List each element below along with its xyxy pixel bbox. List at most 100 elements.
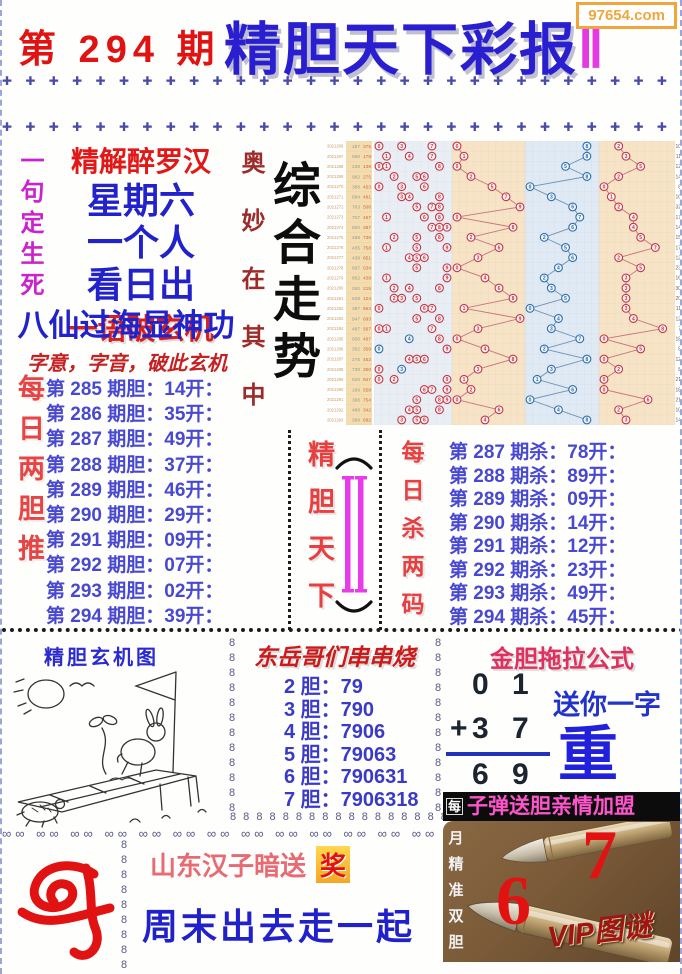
svg-text:0: 0 <box>378 164 381 170</box>
svg-text:6: 6 <box>571 255 574 261</box>
svg-text:2: 2 <box>617 408 620 414</box>
svg-text:10: 10 <box>675 144 681 150</box>
svg-text:12: 12 <box>675 357 681 363</box>
riddle-block: 精解醉罗汉 星期六 一个人 看日出 一语破玄机 <box>48 140 234 348</box>
svg-text:0: 0 <box>603 377 606 383</box>
svg-text:567: 567 <box>363 326 371 332</box>
svg-text:8: 8 <box>438 225 441 231</box>
svg-text:2: 2 <box>470 235 473 241</box>
svg-text:138: 138 <box>363 164 371 170</box>
svg-text:387: 387 <box>363 225 371 231</box>
svg-text:5: 5 <box>415 235 418 241</box>
svg-text:7: 7 <box>678 326 681 332</box>
chuan-row: 3 胆：790 <box>284 698 375 721</box>
svg-text:7: 7 <box>430 154 433 160</box>
formula-plus-sign: + <box>450 712 468 745</box>
svg-text:2021287: 2021287 <box>327 357 344 362</box>
svg-text:14: 14 <box>675 174 681 180</box>
svg-text:7: 7 <box>430 306 433 312</box>
svg-text:638: 638 <box>352 296 360 302</box>
svg-text:693: 693 <box>363 316 371 322</box>
svg-text:0: 0 <box>378 184 381 190</box>
svg-text:5: 5 <box>564 164 567 170</box>
svg-text:2021275: 2021275 <box>327 235 344 240</box>
svg-text:0: 0 <box>456 266 459 272</box>
svg-text:0: 0 <box>456 164 459 170</box>
svg-text:2021268: 2021268 <box>327 164 344 169</box>
svg-text:0: 0 <box>529 306 532 312</box>
svg-text:1: 1 <box>385 154 388 160</box>
svg-text:820: 820 <box>352 225 360 231</box>
svg-text:3: 3 <box>477 367 480 373</box>
svg-text:0: 0 <box>456 144 459 150</box>
svg-text:8: 8 <box>512 296 515 302</box>
svg-text:21: 21 <box>675 377 681 383</box>
svg-text:3: 3 <box>550 195 553 201</box>
svg-text:3: 3 <box>400 367 403 373</box>
svg-text:2021270: 2021270 <box>327 184 344 189</box>
kill-row: 第 292 期杀：23开： <box>449 559 627 581</box>
formula-digit: 9 <box>512 758 529 791</box>
svg-text:358: 358 <box>363 347 371 353</box>
dotted-divider-left <box>288 430 291 630</box>
svg-text:862: 862 <box>352 276 360 282</box>
chuan-row: 6 胆：790631 <box>284 766 408 789</box>
svg-text:6: 6 <box>423 174 426 180</box>
svg-text:8: 8 <box>438 286 441 292</box>
svg-text:2021280: 2021280 <box>327 286 344 291</box>
vip-number-bottom: 6 <box>496 863 531 940</box>
svg-text:9: 9 <box>519 205 522 211</box>
svg-text:2021272: 2021272 <box>327 205 344 210</box>
eight-row-divider: 8 8 8 8 8 8 8 8 8 8 8 8 8 8 8 8 8 8 8 8 … <box>230 811 444 823</box>
svg-text:2021284: 2021284 <box>327 326 344 331</box>
svg-text:12: 12 <box>675 164 681 170</box>
svg-text:4: 4 <box>408 357 411 363</box>
svg-text:0: 0 <box>378 144 381 150</box>
svg-text:0: 0 <box>378 377 381 383</box>
svg-text:3: 3 <box>550 326 553 332</box>
svg-text:2021271: 2021271 <box>327 194 344 199</box>
svg-text:508: 508 <box>363 205 371 211</box>
svg-text:558: 558 <box>363 387 371 393</box>
svg-text:2021273: 2021273 <box>327 215 344 220</box>
svg-text:10: 10 <box>675 195 681 201</box>
svg-text:4: 4 <box>484 276 487 282</box>
svg-text:487: 487 <box>352 326 360 332</box>
svg-text:260: 260 <box>352 286 360 292</box>
svg-text:5: 5 <box>491 184 494 190</box>
svg-text:3: 3 <box>400 195 403 201</box>
svg-text:350: 350 <box>363 367 371 373</box>
svg-text:5: 5 <box>639 347 642 353</box>
svg-text:3: 3 <box>550 286 553 292</box>
riddle-title: 精解醉罗汉 <box>70 146 211 177</box>
svg-text:6: 6 <box>423 418 426 424</box>
svg-text:8: 8 <box>512 225 515 231</box>
riddle-line-1: 星期六 <box>86 180 195 221</box>
infinity-row-divider: ∞∞ ∞∞ ∞∞ ∞∞ ∞∞ ∞∞ ∞∞ ∞∞ ∞∞ ∞∞ ∞∞ ∞∞ ∞∞ ∞… <box>2 826 446 841</box>
chuanchuan-title: 东岳哥们串串烧 <box>254 644 415 671</box>
brand-vertical: 精胆天下 <box>304 440 334 628</box>
svg-text:375: 375 <box>363 144 371 150</box>
dan-row: 第 292 期胆：07开： <box>46 555 224 577</box>
slogan-line: 八仙过海显神功 <box>17 308 235 343</box>
plus-divider-top: ✚ ✚ ✚ ✚ ✚ ✚ ✚ ✚ ✚ ✚ ✚ ✚ ✚ ✚ ✚ ✚ ✚ ✚ ✚ ✚ … <box>2 74 680 88</box>
kill-row: 第 291 期杀：12开： <box>449 536 627 557</box>
svg-text:8: 8 <box>661 326 664 332</box>
svg-text:9: 9 <box>446 397 449 403</box>
svg-text:6: 6 <box>498 286 501 292</box>
svg-text:6: 6 <box>571 225 574 231</box>
dan-row: 第 289 期胆：46开： <box>46 479 224 501</box>
svg-text:1: 1 <box>463 154 466 160</box>
svg-text:2021285: 2021285 <box>327 336 344 341</box>
svg-text:8: 8 <box>585 418 588 424</box>
svg-text:7: 7 <box>505 195 508 201</box>
dan-list-vertical-header: 每日两胆推 <box>14 374 44 574</box>
vertical-slogan-right: 奥妙在其中 <box>237 150 263 440</box>
formula-sum-line <box>446 752 550 756</box>
svg-text:4: 4 <box>408 195 411 201</box>
svg-text:3: 3 <box>625 418 628 424</box>
svg-text:6: 6 <box>498 245 501 251</box>
svg-text:12: 12 <box>675 255 681 261</box>
svg-text:534: 534 <box>363 266 371 272</box>
svg-text:4: 4 <box>632 316 635 322</box>
